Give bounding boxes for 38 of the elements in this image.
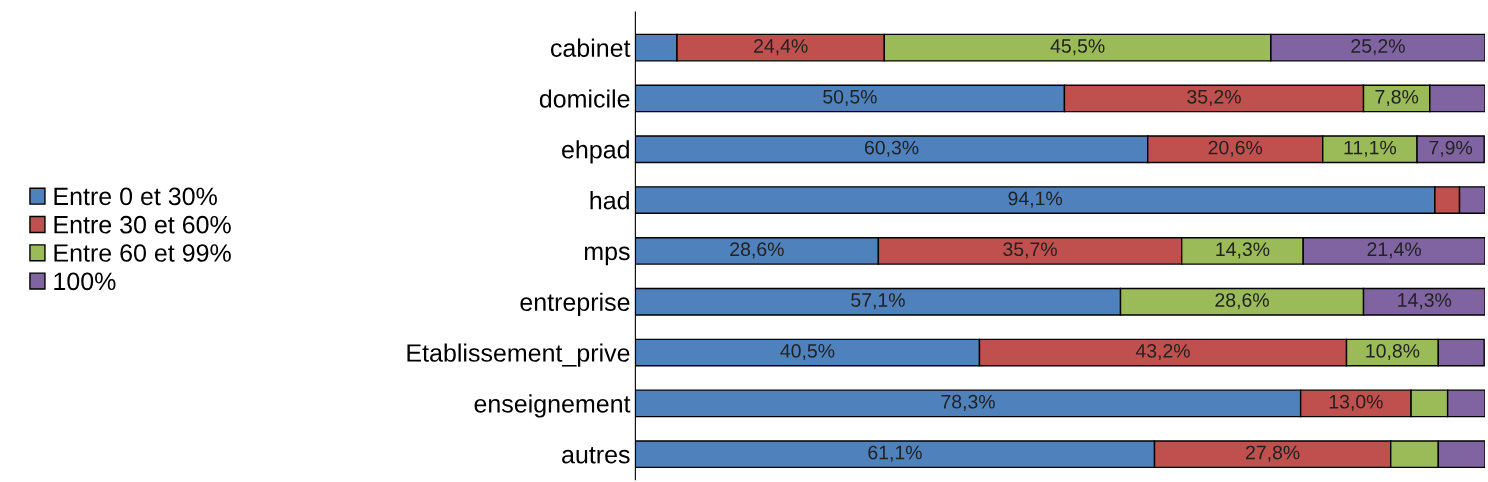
- data-label: 40,5%: [780, 343, 835, 361]
- y-tick-label: domicile: [539, 89, 630, 108]
- data-label: 11,1%: [1344, 140, 1397, 157]
- data-label: 13,0%: [1329, 394, 1383, 411]
- data-label: 35,7%: [1003, 242, 1057, 259]
- data-label: 14,3%: [1216, 242, 1270, 259]
- data-label: 24,4%: [754, 39, 808, 56]
- data-label: 7,9%: [1429, 140, 1473, 157]
- data-label: 7,8%: [1375, 89, 1419, 106]
- y-tick-label: entreprise: [520, 292, 630, 316]
- data-label: 27,8%: [1246, 445, 1300, 462]
- legend-label: Entre 30 et 60%: [54, 215, 231, 234]
- y-tick-label: mps: [584, 246, 630, 266]
- y-tick-label: Etablissement_prive: [407, 343, 630, 367]
- data-label: 20,6%: [1208, 140, 1263, 157]
- data-label: 35,2%: [1187, 89, 1241, 106]
- data-label: 45,5%: [1050, 39, 1105, 56]
- data-label: 94,1%: [1008, 191, 1063, 208]
- data-label: 21,4%: [1367, 242, 1421, 259]
- legend-label: Entre 0 et 30%: [54, 187, 217, 206]
- data-label: 14,3%: [1398, 293, 1452, 310]
- data-label: 28,6%: [1215, 293, 1269, 310]
- data-label: 61,1%: [868, 445, 922, 462]
- data-label: 78,3%: [941, 394, 995, 411]
- data-label: 43,2%: [1135, 343, 1190, 361]
- data-label: 10,8%: [1366, 343, 1420, 361]
- y-tick-label: cabinet: [550, 38, 631, 57]
- data-label: 50,5%: [823, 89, 877, 106]
- data-label: 25,2%: [1351, 39, 1405, 56]
- y-tick-label: ehpad: [562, 140, 629, 164]
- y-tick-label: enseignement: [474, 394, 631, 418]
- data-label: 28,6%: [730, 242, 784, 259]
- y-tick-label: had: [590, 191, 629, 210]
- legend-label: Entre 60 et 99%: [54, 244, 231, 262]
- data-label: 60,3%: [864, 140, 919, 157]
- legend-label: 100%: [54, 272, 116, 291]
- data-label: 57,1%: [851, 293, 905, 310]
- y-tick-label: autres: [562, 447, 630, 464]
